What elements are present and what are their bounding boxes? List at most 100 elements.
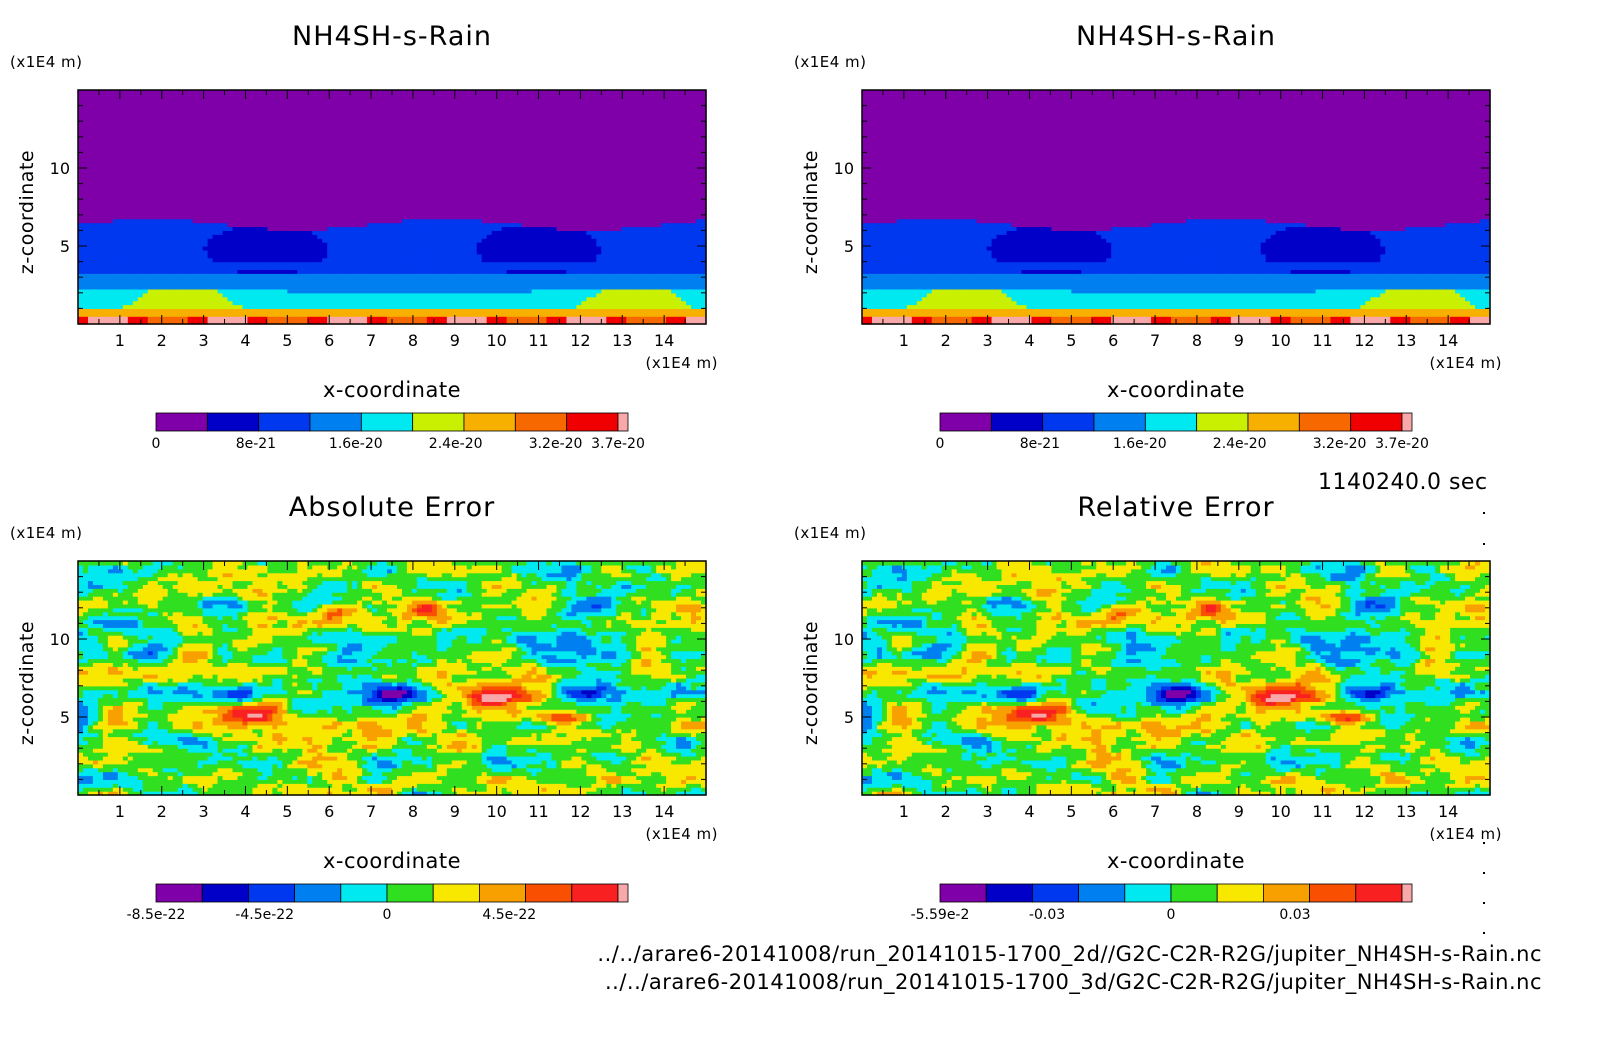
heatmap-cell [133,289,139,294]
heatmap-cell [108,211,114,216]
heatmap-cell [143,207,149,212]
heatmap-cell [88,230,94,235]
heatmap-cell [178,184,184,189]
heatmap-cell [123,250,129,255]
heatmap-cell [148,262,154,267]
heatmap-cell [103,277,109,282]
heatmap-cell [148,106,154,111]
heatmap-cell [173,308,179,313]
heatmap-cell [93,98,99,103]
heatmap-cell [173,160,179,165]
heatmap-cell [183,277,189,282]
heatmap-cell [148,289,154,294]
heatmap-cell [153,258,159,263]
heatmap-cell [158,106,164,111]
heatmap-cell [168,293,174,298]
heatmap-cell [128,168,134,173]
heatmap-cell [158,273,164,278]
heatmap-cell [118,258,124,263]
figure-canvas: NH4SH-s-Rain(x1E4 m)(x1E4 m)x-coordinate… [0,0,1604,1054]
heatmap-cell [88,223,94,228]
heatmap-cell [163,316,169,321]
heatmap-cell [148,230,154,235]
heatmap-cell [113,156,119,161]
heatmap-cell [108,156,114,161]
heatmap-cell [163,191,169,196]
heatmap-cell [183,297,189,302]
heatmap-cell [93,156,99,161]
heatmap-cell [118,191,124,196]
heatmap-cell [123,207,129,212]
heatmap-cell [118,160,124,165]
heatmap-cell [148,199,154,204]
heatmap-cell [133,277,139,282]
heatmap-cell [93,207,99,212]
heatmap-cell [78,316,84,321]
heatmap-cell [168,312,174,317]
heatmap-cell [138,305,144,310]
heatmap-cell [88,94,94,99]
heatmap-cell [88,269,94,274]
heatmap-cell [123,262,129,267]
heatmap-cell [98,180,104,185]
heatmap-cell [138,285,144,290]
heatmap-cell [98,149,104,154]
heatmap-cell [143,164,149,169]
heatmap-cell [103,129,109,134]
heatmap-cell [148,133,154,138]
heatmap-cell [118,137,124,142]
heatmap-cell [83,180,89,185]
heatmap-cell [128,219,134,224]
heatmap-cell [173,137,179,142]
heatmap-cell [93,152,99,157]
heatmap-cell [128,238,134,243]
heatmap-cell [118,238,124,243]
heatmap-cell [128,234,134,239]
heatmap-cell [108,195,114,200]
heatmap-cell [138,141,144,146]
heatmap-cell [158,195,164,200]
heatmap-cell [103,145,109,150]
heatmap-cell [98,141,104,146]
heatmap-cell [163,273,169,278]
heatmap-cell [133,250,139,255]
heatmap-cell [83,308,89,313]
heatmap-cell [148,168,154,173]
heatmap-cell [78,230,84,235]
heatmap-cell [183,285,189,290]
heatmap-cell [103,269,109,274]
heatmap-cell [123,289,129,294]
heatmap-cell [133,152,139,157]
heatmap-cell [143,316,149,321]
heatmap-cell [103,164,109,169]
heatmap-cell [123,230,129,235]
heatmap-cell [83,137,89,142]
heatmap-cell [133,203,139,208]
heatmap-cell [168,133,174,138]
heatmap-cell [88,262,94,267]
heatmap-cell [163,113,169,118]
heatmap-cell [168,98,174,103]
heatmap-cell [163,246,169,251]
heatmap-cell [103,285,109,290]
heatmap-cell [88,113,94,118]
heatmap-cell [158,301,164,306]
heatmap-cell [143,156,149,161]
heatmap-cell [93,246,99,251]
heatmap-cell [168,168,174,173]
heatmap-cell [103,156,109,161]
heatmap-cell [158,191,164,196]
heatmap-cell [103,94,109,99]
heatmap-cell [158,168,164,173]
heatmap-cell [148,121,154,126]
heatmap-cell [108,258,114,263]
heatmap-cell [113,242,119,247]
heatmap-cell [158,254,164,258]
heatmap-cell [93,102,99,107]
heatmap-cell [173,188,179,193]
heatmap-cell [83,258,89,263]
heatmap-cell [168,191,174,196]
heatmap-cell [98,223,104,228]
heatmap-cell [153,238,159,243]
heatmap-cell [128,316,134,321]
